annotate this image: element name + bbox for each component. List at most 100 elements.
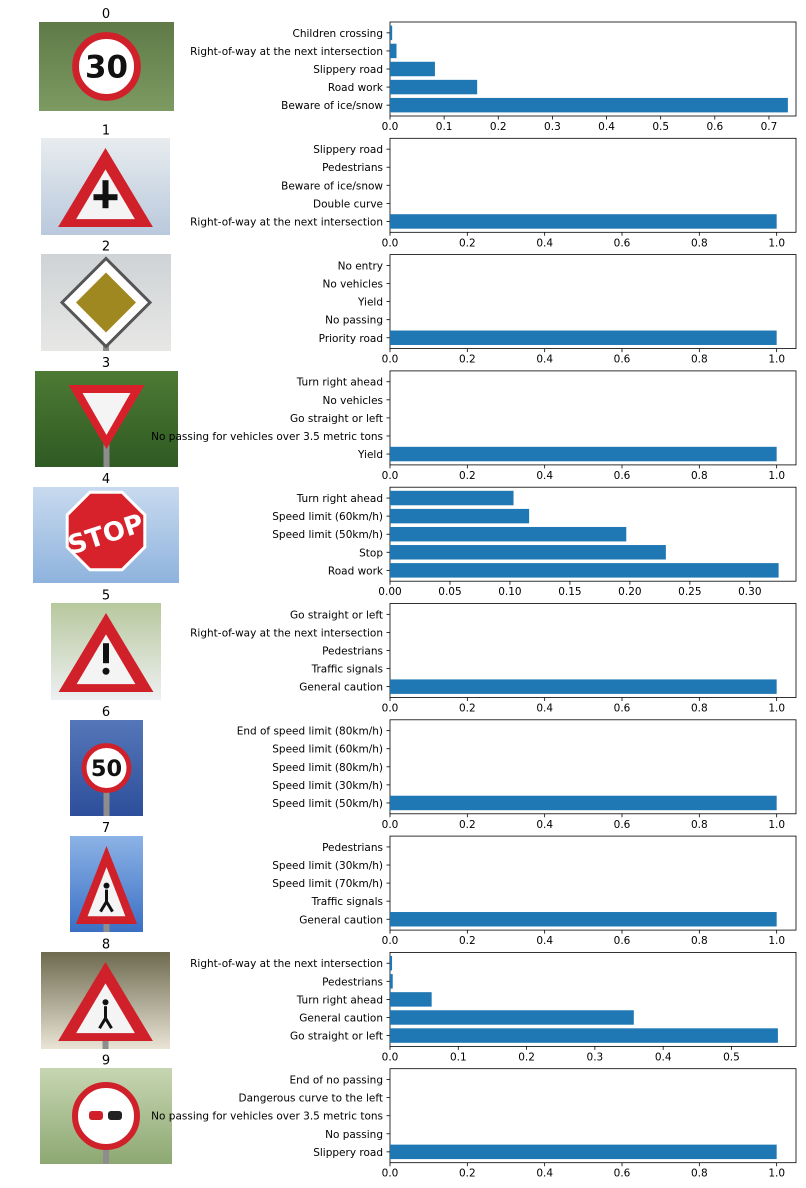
bar (390, 526, 627, 542)
x-tick-label: 0.6 (614, 819, 631, 831)
x-tick-label: 0.4 (536, 1168, 553, 1180)
y-tick-label: End of speed limit (80km/h) (237, 726, 383, 738)
y-tick-label: Right-of-way at the next intersection (190, 627, 383, 639)
x-tick-label: 0.6 (614, 703, 631, 715)
priority-road-sign-image (41, 254, 171, 351)
x-tick-label: 0.3 (544, 121, 561, 133)
bar (390, 214, 777, 229)
pedestrians-sign-image (70, 836, 143, 932)
sign-car-red (89, 1111, 103, 1120)
y-tick-label: Right-of-way at the next intersection (190, 46, 383, 58)
speed-limit-50-sign-image: 50 (70, 720, 143, 816)
panel-3: 3 Yield No passing for vehicles over 3.5 m… (35, 356, 797, 482)
bar (390, 1144, 777, 1160)
sign-symbol-leg (104, 1017, 113, 1029)
right-of-way-sign-image (41, 138, 170, 235)
y-tick-label: No passing (325, 315, 383, 327)
y-tick-label: Dangerous curve to the left (239, 1093, 383, 1105)
x-tick-label: 0.0 (382, 470, 399, 482)
x-tick-label: 0.2 (490, 121, 507, 133)
sign-symbol (93, 194, 118, 201)
sign-symbol-leg (99, 900, 108, 913)
x-tick-label: 0.8 (691, 1168, 708, 1180)
x-tick-label: 0.6 (614, 237, 631, 249)
x-tick-label: 0.0 (382, 819, 399, 831)
x-tick-label: 0.6 (614, 354, 631, 366)
y-tick-label: Go straight or left (290, 1031, 383, 1043)
sign-symbol-head (103, 882, 110, 889)
x-tick-label: 0.25 (678, 586, 701, 598)
bar (390, 43, 397, 59)
image-title: 5 (102, 589, 110, 604)
x-tick-label: 0.15 (558, 586, 581, 598)
y-tick-label: Go straight or left (290, 413, 383, 425)
y-tick-label: No vehicles (323, 395, 383, 407)
x-tick-label: 0.2 (459, 703, 476, 715)
sign-triangle-inner (82, 393, 131, 435)
y-tick-label: Stop (359, 547, 383, 559)
bar (390, 795, 777, 811)
image-title: 6 (102, 705, 110, 720)
sign-disc (72, 32, 141, 101)
x-tick-label: 0.4 (536, 354, 553, 366)
panel-2: 2 Priority road No passing Yield No vehicles… (41, 240, 797, 366)
y-tick-label: Pedestrians (322, 976, 383, 988)
bar (390, 992, 432, 1007)
x-tick-label: 0.4 (655, 1051, 672, 1063)
x-tick-label: 0.00 (378, 586, 401, 598)
general-caution-sign-image (51, 603, 161, 700)
y-tick-label: Speed limit (30km/h) (272, 780, 383, 792)
x-tick-label: 0.8 (691, 935, 708, 947)
x-tick-label: 0.0 (382, 1051, 399, 1063)
x-tick-label: 0.2 (459, 354, 476, 366)
x-tick-label: 0.0 (382, 1168, 399, 1180)
y-tick-label: Speed limit (70km/h) (272, 878, 383, 890)
y-tick-label: Road work (328, 565, 384, 577)
y-tick-label: End of no passing (290, 1075, 383, 1087)
panel-6: 6 50 Speed limit (50km/h) Speed limit (30km… (70, 705, 797, 831)
x-tick-label: 0.2 (459, 819, 476, 831)
x-tick-label: 0.0 (382, 121, 399, 133)
x-tick-label: 0.0 (382, 703, 399, 715)
sign-pole (103, 439, 110, 467)
x-tick-label: 0.4 (598, 121, 615, 133)
x-tick-label: 0.4 (536, 819, 553, 831)
yield-sign-image (35, 371, 178, 467)
image-title: 2 (102, 240, 110, 255)
y-tick-label: Right-of-way at the next intersection (190, 958, 383, 970)
x-tick-label: 0.4 (536, 237, 553, 249)
bar (390, 912, 777, 927)
y-tick-label: General caution (299, 914, 383, 926)
y-tick-label: No passing (325, 1129, 383, 1141)
y-tick-label: Speed limit (50km/h) (272, 798, 383, 810)
image-title: 1 (102, 123, 110, 138)
x-tick-label: 0.5 (723, 1051, 740, 1063)
sign-disc (81, 743, 132, 793)
y-tick-label: Road work (328, 82, 384, 94)
x-tick-label: 0.8 (691, 703, 708, 715)
y-tick-label: Traffic signals (311, 664, 383, 676)
image-title: 7 (102, 821, 110, 836)
y-tick-label: Yield (357, 449, 383, 461)
y-tick-label: Pedestrians (322, 646, 383, 658)
y-tick-label: Go straight or left (290, 609, 383, 621)
sign-number: 50 (91, 756, 122, 782)
x-tick-label: 0.1 (450, 1051, 467, 1063)
bar (390, 679, 777, 694)
children-crossing-sign-image (41, 952, 170, 1049)
sign-number: 30 (85, 49, 128, 85)
y-tick-label: General caution (299, 682, 383, 694)
x-tick-label: 1.0 (768, 1168, 785, 1180)
y-tick-label: Right-of-way at the next intersection (190, 216, 383, 228)
speed-limit-30-sign-image: 30 (39, 22, 174, 111)
y-tick-label: Priority road (319, 333, 383, 345)
x-tick-label: 0.6 (614, 1168, 631, 1180)
x-tick-label: 0.0 (382, 354, 399, 366)
sign-symbol-leg (98, 1017, 107, 1029)
x-tick-label: 0.4 (536, 935, 553, 947)
panel-5: 5 General caution Traffic signals Pedestria… (51, 589, 797, 715)
panel-8: 8 Go straight or left General caution Turn … (41, 937, 797, 1063)
x-tick-label: 1.0 (768, 354, 785, 366)
